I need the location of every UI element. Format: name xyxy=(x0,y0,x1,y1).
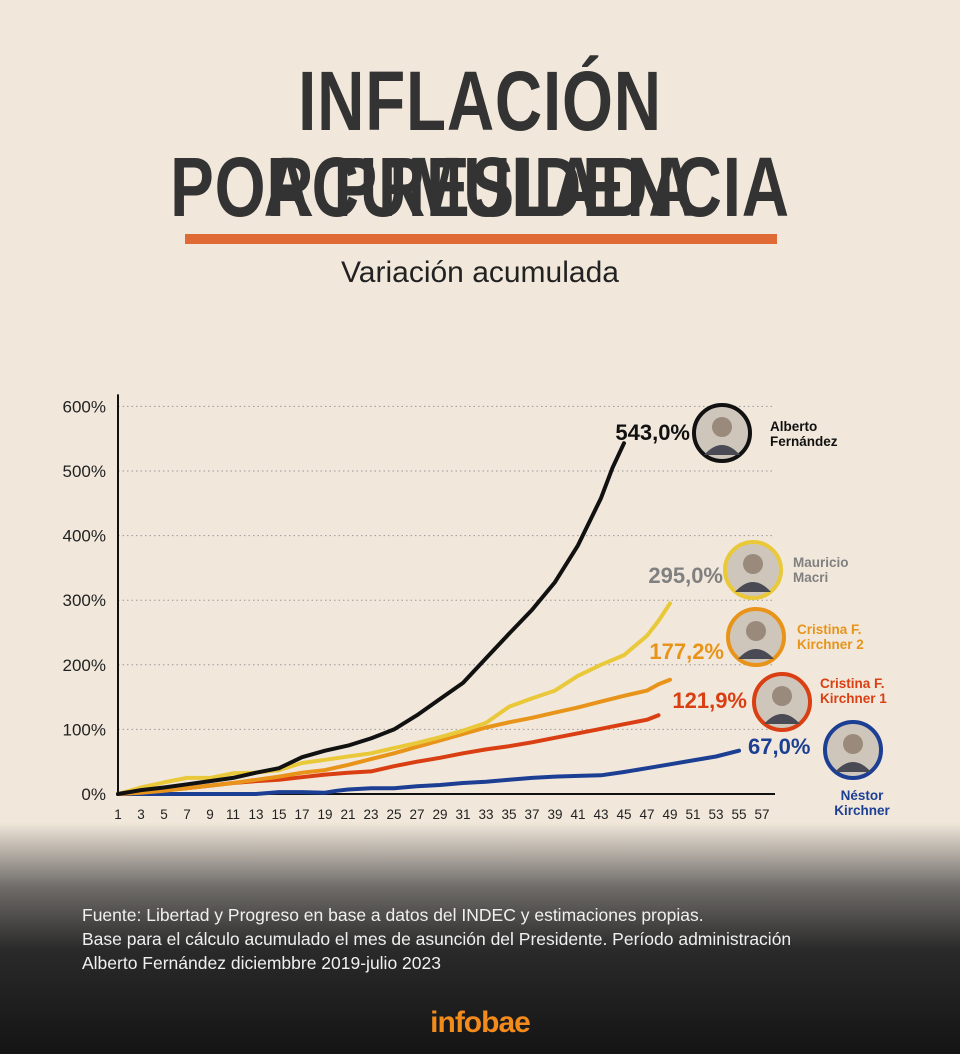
series-name-line-1-nestor-kirchner: Néstor xyxy=(841,788,885,803)
x-tick-label: 57 xyxy=(754,807,769,822)
x-tick-label: 27 xyxy=(409,807,424,822)
x-tick-label: 29 xyxy=(432,807,447,822)
title-underline xyxy=(185,234,777,244)
portrait-body-nestor-kirchner xyxy=(835,762,871,772)
portrait-body-cristina-f-kirchner-2 xyxy=(738,649,774,659)
footer-band xyxy=(0,822,960,1054)
x-tick-label: 7 xyxy=(183,807,191,822)
inflation-line-chart: 0%100%200%300%400%500%600%1 3 5 7 9 11 13 15 17 1… xyxy=(63,394,890,822)
series-name-line-1-cristina-f-kirchner-2: Cristina F. xyxy=(797,622,862,637)
x-tick-label: 43 xyxy=(593,807,608,822)
x-tick-label: 33 xyxy=(478,807,493,822)
series-name-line-1-alberto-fernandez: Alberto xyxy=(770,419,817,434)
x-tick-label: 15 xyxy=(271,807,286,822)
source-note-line-1: Fuente: Libertad y Progreso en base a da… xyxy=(82,905,704,925)
portrait-head-cristina-f-kirchner-1 xyxy=(772,686,792,706)
x-tick-label: 47 xyxy=(639,807,654,822)
portrait-head-cristina-f-kirchner-2 xyxy=(746,621,766,641)
end-value-label-cristina-f-kirchner-1: 121,9% xyxy=(672,688,747,713)
series-line-alberto-fernandez xyxy=(116,441,626,796)
x-tick-label: 41 xyxy=(570,807,585,822)
source-note-line-3: Alberto Fernández diciembbre 2019-julio … xyxy=(82,953,441,973)
x-tick-label: 17 xyxy=(294,807,309,822)
x-tick-label: 19 xyxy=(317,807,332,822)
portrait-head-mauricio-macri xyxy=(743,554,763,574)
x-tick-label: 35 xyxy=(501,807,516,822)
title-line-2: POR PRESIDENCIA xyxy=(170,140,790,234)
end-value-label-mauricio-macri: 295,0% xyxy=(648,563,723,588)
portrait-head-alberto-fernandez xyxy=(712,417,732,437)
series-name-line-1-mauricio-macri: Mauricio xyxy=(793,555,849,570)
x-tick-label: 11 xyxy=(226,807,240,822)
series-name-line-1-cristina-f-kirchner-1: Cristina F. xyxy=(820,676,885,691)
x-tick-label: 23 xyxy=(363,807,378,822)
x-tick-label: 37 xyxy=(524,807,539,822)
x-tick-label: 25 xyxy=(386,807,401,822)
x-tick-label: 53 xyxy=(708,807,723,822)
x-tick-label: 9 xyxy=(206,807,214,822)
source-note-line-2: Base para el cálculo acumulado el mes de… xyxy=(82,929,792,949)
x-tick-label: 13 xyxy=(248,807,263,822)
x-tick-label: 39 xyxy=(547,807,562,822)
portrait-body-mauricio-macri xyxy=(735,582,771,592)
series-name-line-2-nestor-kirchner: Kirchner xyxy=(834,803,890,818)
series-name-line-2-mauricio-macri: Macri xyxy=(793,570,828,585)
y-tick-label: 600% xyxy=(63,397,106,416)
infobae-logo: infobae xyxy=(430,1006,531,1039)
x-tick-label: 55 xyxy=(731,807,746,822)
x-tick-label: 49 xyxy=(662,807,677,822)
y-tick-label: 300% xyxy=(63,591,106,610)
title-line-1: INFLACIÓN ACUMULADA xyxy=(263,54,697,234)
portrait-body-alberto-fernandez xyxy=(704,445,740,455)
series-name-line-2-cristina-f-kirchner-1: Kirchner 1 xyxy=(820,691,887,706)
x-tick-label: 31 xyxy=(455,807,470,822)
series-line-nestor-kirchner xyxy=(116,748,741,796)
x-tick-label: 21 xyxy=(340,807,355,822)
subtitle: Variación acumulada xyxy=(341,256,619,289)
y-tick-label: 200% xyxy=(63,656,106,675)
x-tick-label: 51 xyxy=(685,807,700,822)
series-line-mauricio-macri xyxy=(116,601,672,796)
end-value-label-nestor-kirchner: 67,0% xyxy=(748,734,810,759)
end-value-label-alberto-fernandez: 543,0% xyxy=(615,420,690,445)
x-tick-label: 45 xyxy=(616,807,631,822)
x-tick-label: 1 xyxy=(114,807,122,822)
series-line-cristina-f-kirchner-2 xyxy=(116,677,672,796)
end-value-label-cristina-f-kirchner-2: 177,2% xyxy=(649,639,724,664)
x-tick-label: 5 xyxy=(160,807,168,822)
portrait-body-cristina-f-kirchner-1 xyxy=(764,714,800,724)
y-tick-label: 400% xyxy=(63,527,106,546)
series-name-line-2-cristina-f-kirchner-2: Kirchner 2 xyxy=(797,637,864,652)
y-tick-label: 100% xyxy=(63,720,106,739)
portrait-head-nestor-kirchner xyxy=(843,734,863,754)
x-tick-label: 3 xyxy=(137,807,145,822)
series-name-line-2-alberto-fernandez: Fernández xyxy=(770,434,838,449)
y-tick-label: 0% xyxy=(81,785,106,804)
y-tick-label: 500% xyxy=(63,462,106,481)
